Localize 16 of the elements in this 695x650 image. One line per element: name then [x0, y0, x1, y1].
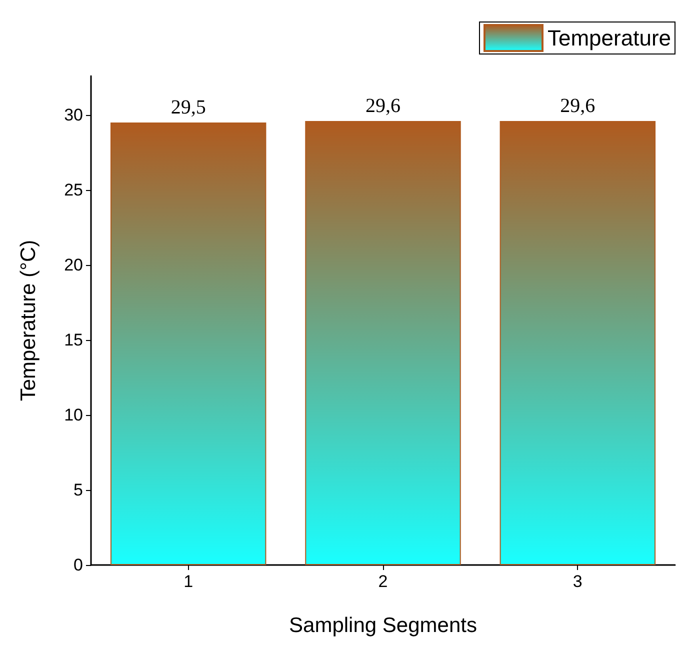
data-label: 29,6: [366, 95, 400, 117]
x-axis-title: Sampling Segments: [289, 614, 477, 637]
x-tick-label: 1: [184, 572, 194, 591]
data-label: 29,5: [170, 96, 206, 118]
y-tick-label: 15: [64, 330, 83, 350]
y-tick-label: 10: [64, 406, 83, 424]
y-tick-label: 0: [74, 556, 83, 574]
y-axis-title: Temperature (°C): [17, 240, 40, 402]
legend-label: Temperature: [547, 26, 672, 50]
x-tick-label: 3: [572, 572, 582, 591]
data-label: 29,6: [560, 95, 596, 117]
y-tick-label: 30: [64, 106, 83, 124]
y-tick-label: 20: [64, 256, 83, 274]
x-tick-label: 2: [378, 572, 388, 591]
y-tick-label: 25: [64, 180, 83, 200]
y-tick-label: 5: [74, 480, 83, 500]
